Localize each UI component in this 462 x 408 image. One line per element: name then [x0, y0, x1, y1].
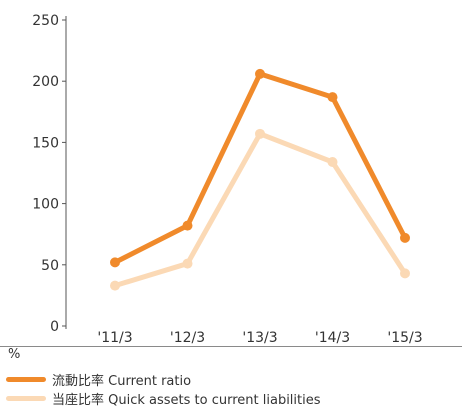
series-current-ratio	[110, 68, 410, 268]
data-point	[182, 258, 193, 269]
x-tick-label: '15/3	[387, 330, 422, 345]
series-quick-ratio	[110, 128, 410, 291]
x-tick-label: '11/3	[97, 330, 132, 345]
y-tick-label: 200	[32, 74, 59, 90]
series-lines	[110, 68, 410, 291]
data-point	[400, 268, 410, 279]
y-tick-label: 150	[32, 135, 59, 151]
legend-item-quick-ratio: 当座比率 Quick assets to current liabilities	[6, 389, 321, 408]
legend: 流動比率 Current ratio 当座比率 Quick assets to …	[6, 370, 321, 408]
axis-divider	[0, 346, 462, 347]
x-tick-labels: '11/3 '12/3 '13/3 '14/3 '15/3	[97, 330, 422, 345]
data-point	[255, 128, 265, 139]
data-point	[110, 257, 120, 268]
y-tick-label: 100	[32, 197, 59, 213]
data-point	[110, 280, 120, 291]
y-axis-unit: %	[8, 347, 21, 362]
legend-label-current-ratio: 流動比率 Current ratio	[52, 374, 192, 389]
x-tick-label: '14/3	[315, 330, 350, 345]
x-tick-label: '12/3	[170, 330, 205, 345]
y-tick-label: 0	[50, 319, 59, 335]
data-point	[327, 156, 338, 167]
legend-swatch-quick-ratio	[6, 396, 46, 401]
y-tick-label: 50	[41, 258, 59, 274]
data-point	[255, 68, 265, 79]
data-point	[182, 220, 193, 231]
axes: 0 50 100 150 200 250	[32, 13, 67, 335]
series-line	[112, 71, 408, 265]
data-point	[327, 92, 338, 103]
data-point	[400, 232, 410, 243]
legend-label-quick-ratio: 当座比率 Quick assets to current liabilities	[52, 393, 321, 408]
y-tick-label: 250	[32, 13, 59, 29]
x-tick-label: '13/3	[242, 330, 277, 345]
line-chart: 0 50 100 150 200 250 '11/3 '12/3 '13/3 '14/3 '15/…	[32, 13, 422, 345]
legend-swatch-current-ratio	[6, 377, 46, 382]
legend-item-current-ratio: 流動比率 Current ratio	[6, 370, 321, 389]
